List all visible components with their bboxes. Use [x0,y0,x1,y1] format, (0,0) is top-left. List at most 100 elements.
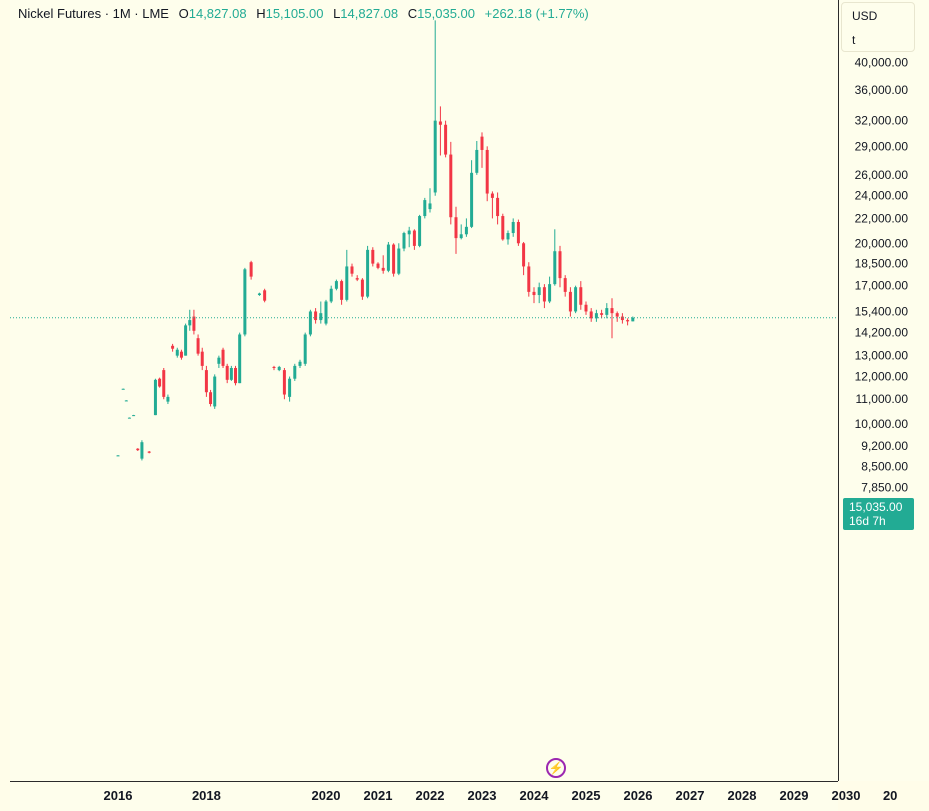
candle-body [340,281,344,300]
candle [147,451,151,454]
candle [376,262,380,270]
high-value: 15,105.00 [265,6,324,21]
candle [600,309,604,319]
candle-body [360,279,364,297]
price-tick-label: 32,000.00 [855,114,909,128]
candle [392,243,396,277]
candle [464,218,468,237]
price-tick-label: 36,000.00 [855,83,909,97]
time-tick-label: 2026 [624,788,653,803]
candle-body [449,154,453,218]
candle-body [553,251,557,285]
candle-body [511,221,515,234]
time-tick-label: 2027 [676,788,705,803]
candle-body [605,308,609,315]
price-tick-label: 15,400.00 [855,304,909,318]
time-tick-label: 2023 [468,788,497,803]
time-tick-label: 2021 [364,788,393,803]
candle [366,245,370,299]
high-label: H [256,6,266,21]
candle [360,278,364,300]
currency-code[interactable]: USD [852,9,878,23]
candle-body [162,370,166,397]
candle [179,349,183,360]
candle [475,140,479,175]
candle [490,191,494,219]
candle [229,365,233,381]
candle-body [537,287,541,296]
candle-body [136,448,140,451]
price-tick-label: 9,200.00 [861,439,908,453]
candle-body [568,291,572,312]
chart-canvas[interactable] [10,0,838,781]
candle-body [438,121,442,125]
candle-body [272,366,276,368]
price-tick-label: 22,000.00 [855,211,909,225]
time-axis[interactable] [10,781,838,811]
candle [511,218,515,237]
candle [153,378,157,416]
candle-body [166,396,170,402]
candle-body [184,325,188,356]
price-tick-label: 29,000.00 [855,139,909,153]
price-tick-label: 17,000.00 [855,279,909,293]
candle-body [188,320,192,326]
candle-body [574,287,578,312]
candle [213,374,217,409]
candle-body [516,221,520,244]
candle [537,282,541,304]
price-tick-label: 12,000.00 [855,370,909,384]
candle [594,309,598,322]
candle [574,285,578,314]
candle [340,279,344,305]
lightning-bolt-icon[interactable]: ⚡ [546,758,566,778]
price-tick-label: 18,500.00 [855,257,909,271]
candle-body [204,370,208,393]
candle [558,245,562,288]
currency-unit-selector[interactable]: USD t [841,2,915,52]
candle [350,263,354,277]
candle [615,311,619,322]
unit-label[interactable]: t [852,33,856,47]
candle [444,120,448,158]
time-tick-label: 20 [883,788,897,803]
price-tick-label: 7,850.00 [861,480,908,494]
candle [610,298,614,339]
low-label: L [333,6,341,21]
candle [449,141,453,225]
candles [116,20,635,461]
candle-body [257,293,261,296]
candle [470,160,474,229]
candle-body [418,216,422,246]
candle [542,284,546,309]
candle-body [558,251,562,279]
candle-body [589,311,593,319]
candle-body [407,230,411,235]
candle-body [454,217,458,239]
candle [480,132,484,168]
candle [381,255,385,274]
candle-body [428,203,432,210]
candle-body [293,365,297,379]
candle [192,309,196,335]
candle [188,309,192,331]
candle-body [501,216,505,240]
candle-body [620,316,624,321]
candle [257,292,261,296]
price-tick-label: 14,200.00 [855,326,909,340]
candle-body [433,120,437,193]
candle-body [127,417,131,419]
candle-body [350,266,354,274]
candle [397,243,401,276]
candle-body [221,349,225,366]
candle [221,347,225,368]
time-tick-label: 2025 [572,788,601,803]
price-axis[interactable] [838,0,929,781]
candle-body [397,248,401,274]
candle [516,219,520,246]
symbol-title[interactable]: Nickel Futures · 1M · LME [18,6,169,21]
candle [553,229,557,286]
open-value: 14,827.08 [188,6,247,21]
bar-countdown: 16d 7h [849,514,886,528]
candle [428,188,432,213]
